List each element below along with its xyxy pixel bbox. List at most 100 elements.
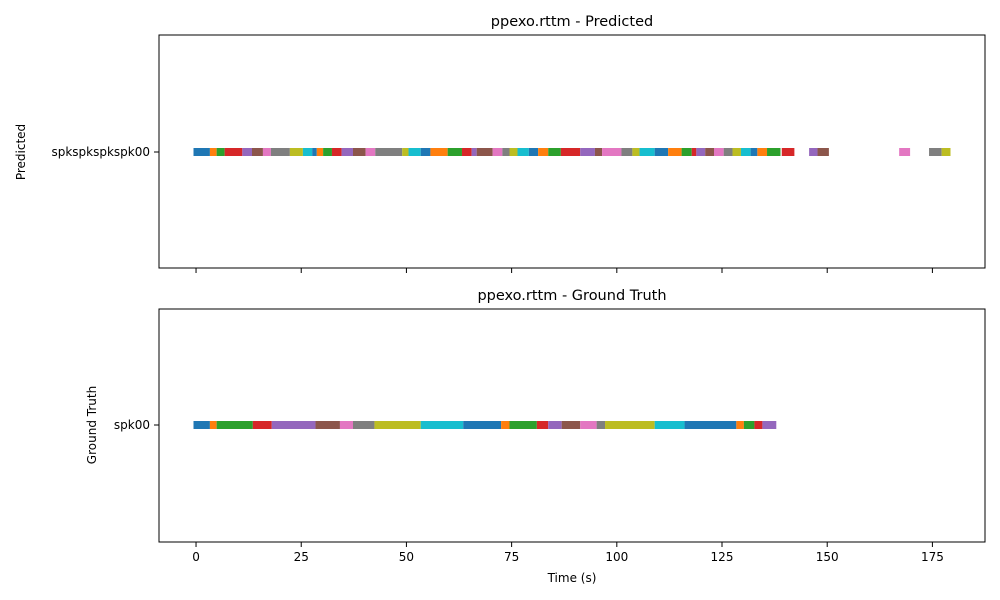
predicted-segment-10 <box>312 148 317 156</box>
predicted-segment-4 <box>242 148 252 156</box>
predicted-segment-46 <box>714 148 724 156</box>
predicted-segment-42 <box>681 148 692 156</box>
predicted-segment-1 <box>209 148 217 156</box>
predicted-segment-57 <box>929 148 942 156</box>
predicted-segment-16 <box>365 148 376 156</box>
ground-truth-segment-1 <box>209 421 217 429</box>
ground-truth-x-tick-label-6: 150 <box>816 550 839 564</box>
predicted-segment-38 <box>632 148 640 156</box>
predicted-segment-17 <box>375 148 403 156</box>
predicted-segment-55 <box>817 148 829 156</box>
ground-truth-segments <box>193 421 777 429</box>
ground-truth-y-tick-label: spk00 <box>114 418 150 432</box>
ground-truth-x-tick-label-5: 125 <box>711 550 734 564</box>
predicted-segment-24 <box>471 148 477 156</box>
predicted-segment-19 <box>408 148 421 156</box>
predicted-segment-31 <box>538 148 549 156</box>
ground-truth-segment-9 <box>420 421 464 429</box>
predicted-segment-26 <box>492 148 503 156</box>
ground-truth-segment-11 <box>501 421 510 429</box>
predicted-segment-0 <box>193 148 210 156</box>
predicted-segment-18 <box>402 148 409 156</box>
predicted-segment-45 <box>705 148 715 156</box>
ground-truth-x-tick-label-2: 50 <box>399 550 414 564</box>
ground-truth-segment-18 <box>605 421 655 429</box>
predicted-title: ppexo.rttm - Predicted <box>491 14 653 30</box>
predicted-segment-15 <box>352 148 366 156</box>
predicted-segment-53 <box>781 148 795 156</box>
predicted-segment-5 <box>251 148 263 156</box>
ground-truth-x-tick-label-1: 25 <box>294 550 309 564</box>
predicted-segment-23 <box>461 148 472 156</box>
predicted-segment-49 <box>740 148 751 156</box>
predicted-segment-30 <box>528 148 539 156</box>
predicted-x-ticks <box>195 268 933 273</box>
predicted-segment-43 <box>691 148 697 156</box>
predicted-segment-54 <box>809 148 818 156</box>
predicted-segment-21 <box>430 148 448 156</box>
predicted-segment-28 <box>509 148 518 156</box>
ground-truth-x-tick-label-7: 175 <box>921 550 944 564</box>
predicted-segment-56 <box>899 148 911 156</box>
ground-truth-segment-15 <box>561 421 581 429</box>
ground-truth-segment-6 <box>339 421 353 429</box>
ground-truth-panel: ppexo.rttm - Ground Truth 0 25 50 75 100 125 1… <box>85 288 986 585</box>
predicted-segment-2 <box>216 148 225 156</box>
ground-truth-segment-13 <box>536 421 549 429</box>
predicted-segment-8 <box>289 148 303 156</box>
ground-truth-title: ppexo.rttm - Ground Truth <box>477 288 666 304</box>
ground-truth-segment-7 <box>352 421 375 429</box>
predicted-segment-44 <box>696 148 706 156</box>
predicted-segment-20 <box>420 148 431 156</box>
predicted-segment-32 <box>548 148 561 156</box>
ground-truth-segment-0 <box>193 421 210 429</box>
predicted-segment-29 <box>517 148 529 156</box>
ground-truth-segment-12 <box>509 421 537 429</box>
ground-truth-segment-21 <box>736 421 744 429</box>
predicted-segment-12 <box>323 148 332 156</box>
predicted-segment-48 <box>732 148 741 156</box>
predicted-segment-58 <box>941 148 951 156</box>
ground-truth-segment-2 <box>216 421 253 429</box>
ground-truth-segment-17 <box>596 421 606 429</box>
predicted-segment-37 <box>621 148 633 156</box>
ground-truth-x-tick-label-0: 0 <box>192 550 200 564</box>
predicted-segment-22 <box>447 148 462 156</box>
predicted-segment-7 <box>270 148 290 156</box>
ground-truth-segment-14 <box>548 421 562 429</box>
predicted-segment-35 <box>594 148 603 156</box>
ground-truth-x-ticks: 0 25 50 75 100 125 150 175 <box>192 542 944 564</box>
predicted-segment-41 <box>668 148 682 156</box>
predicted-y-tick-label: spkspkspkspk00 <box>51 145 150 159</box>
predicted-segment-39 <box>639 148 655 156</box>
ground-truth-segment-23 <box>754 421 763 429</box>
ground-truth-segment-16 <box>580 421 597 429</box>
predicted-segment-33 <box>560 148 581 156</box>
predicted-segment-11 <box>316 148 324 156</box>
predicted-segment-3 <box>224 148 243 156</box>
ground-truth-x-tick-label-4: 100 <box>605 550 628 564</box>
predicted-segments <box>193 148 951 156</box>
ground-truth-segment-20 <box>684 421 737 429</box>
predicted-segment-50 <box>750 148 758 156</box>
predicted-segment-25 <box>476 148 493 156</box>
ground-truth-segment-5 <box>315 421 340 429</box>
predicted-segment-27 <box>502 148 510 156</box>
ground-truth-x-tick-label-3: 75 <box>504 550 519 564</box>
predicted-segment-14 <box>341 148 353 156</box>
predicted-segment-34 <box>580 148 595 156</box>
predicted-segment-13 <box>331 148 342 156</box>
predicted-segment-47 <box>723 148 733 156</box>
ground-truth-segment-4 <box>271 421 316 429</box>
predicted-segment-6 <box>262 148 271 156</box>
ground-truth-segment-24 <box>762 421 777 429</box>
ground-truth-x-axis-label: Time (s) <box>547 571 597 585</box>
predicted-segment-36 <box>602 148 622 156</box>
ground-truth-segment-22 <box>743 421 755 429</box>
predicted-segment-40 <box>654 148 669 156</box>
ground-truth-segment-8 <box>374 421 421 429</box>
predicted-segment-52 <box>767 148 781 156</box>
predicted-segment-9 <box>302 148 313 156</box>
ground-truth-y-axis-label: Ground Truth <box>85 386 99 464</box>
